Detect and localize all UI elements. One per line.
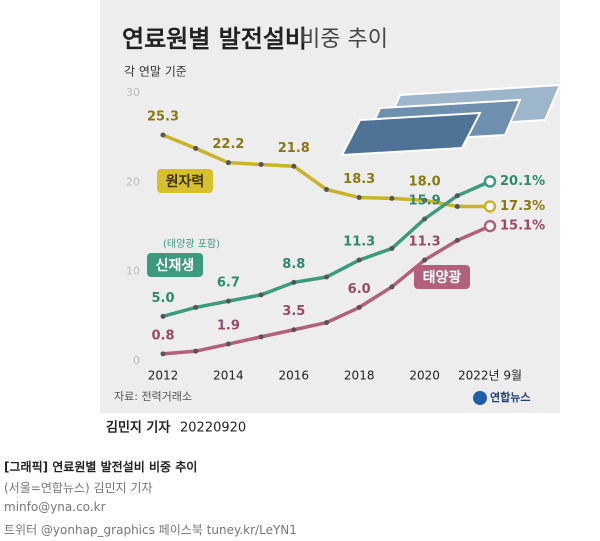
caption-email: minfo@yna.co.kr bbox=[4, 500, 106, 514]
data-point bbox=[356, 195, 362, 201]
data-label: 8.8 bbox=[282, 257, 305, 272]
data-point bbox=[225, 160, 231, 166]
data-point bbox=[258, 334, 264, 340]
data-label: 20.1% bbox=[500, 174, 545, 189]
data-point bbox=[225, 298, 231, 304]
data-point bbox=[291, 279, 297, 285]
data-label: 25.3 bbox=[147, 109, 179, 124]
legend-label: 신재생 bbox=[156, 258, 195, 274]
caption-credit: (서울=연합뉴스) 김민지 기자 bbox=[4, 481, 153, 495]
data-point bbox=[483, 175, 497, 188]
annotation: (태양광 포함) bbox=[163, 238, 220, 250]
source: 자료: 전력거래소 bbox=[114, 390, 192, 403]
data-label: 21.8 bbox=[278, 141, 310, 156]
data-point bbox=[454, 193, 460, 199]
series-label-box bbox=[414, 265, 470, 289]
data-point bbox=[454, 203, 460, 209]
chart: 연료원별 발전설비 비중 추이 각 연말 기준 (태양광 포함) 자료: 전력거… bbox=[100, 0, 562, 436]
date: 20220920 bbox=[180, 421, 246, 436]
data-label: 6.7 bbox=[217, 276, 240, 291]
data-label: 3.5 bbox=[282, 304, 305, 319]
logo: 연합뉴스 bbox=[490, 390, 530, 404]
data-point bbox=[356, 304, 362, 310]
data-point bbox=[258, 161, 264, 167]
data-point bbox=[193, 304, 199, 310]
data-point bbox=[389, 284, 395, 290]
data-point bbox=[454, 237, 460, 243]
data-point bbox=[356, 257, 362, 263]
logo-mark bbox=[473, 391, 487, 405]
data-point bbox=[291, 327, 297, 333]
y-tick-label: 10 bbox=[126, 265, 140, 278]
data-point bbox=[258, 292, 264, 298]
data-point bbox=[324, 320, 329, 326]
data-label: 6.0 bbox=[348, 282, 371, 297]
data-label: 11.3 bbox=[343, 235, 375, 250]
byline: 김민지 기자 bbox=[106, 420, 170, 436]
data-point bbox=[483, 200, 497, 213]
series-label-box bbox=[147, 253, 203, 277]
data-point bbox=[324, 274, 329, 280]
data-point bbox=[193, 348, 199, 354]
y-tick-label: 0 bbox=[133, 354, 140, 367]
x-tick-label: 2022년 9월 bbox=[458, 369, 522, 383]
data-label: 0.8 bbox=[151, 328, 174, 343]
data-point bbox=[193, 145, 199, 151]
legend-label: 원자력 bbox=[166, 174, 205, 190]
data-label: 17.3% bbox=[500, 199, 545, 214]
y-tick-label: 30 bbox=[126, 86, 140, 99]
data-label: 22.2 bbox=[212, 137, 244, 152]
chart-title-rest: 비중 추이 bbox=[300, 27, 388, 52]
data-point bbox=[160, 132, 166, 138]
data-label: 11.3 bbox=[409, 235, 441, 250]
chart-title: 연료원별 발전설비 bbox=[122, 25, 307, 53]
data-label: 1.9 bbox=[217, 319, 240, 334]
data-point bbox=[422, 257, 428, 263]
legend-label: 태양광 bbox=[423, 269, 462, 286]
data-label: 18.0 bbox=[409, 175, 441, 190]
data-point bbox=[291, 163, 297, 169]
x-tick-label: 2018 bbox=[344, 369, 375, 383]
caption-headline: [그래픽] 연료원별 발전설비 비중 추이 bbox=[4, 460, 198, 474]
data-label: 5.0 bbox=[151, 291, 174, 306]
data-label: 15.9 bbox=[409, 193, 441, 208]
data-point bbox=[483, 219, 497, 233]
data-point bbox=[160, 313, 166, 319]
data-point bbox=[389, 195, 395, 201]
x-tick-label: 2020 bbox=[409, 369, 440, 383]
data-point bbox=[422, 216, 428, 222]
x-tick-label: 2016 bbox=[279, 369, 310, 383]
y-tick-label: 20 bbox=[126, 175, 140, 188]
x-tick-label: 2012 bbox=[148, 369, 179, 383]
data-point bbox=[389, 245, 395, 251]
data-label: 18.3 bbox=[343, 172, 375, 187]
data-point bbox=[324, 186, 329, 192]
x-tick-label: 2014 bbox=[213, 369, 244, 383]
caption-social: 트위터 @yonhap_graphics 페이스북 tuney.kr/LeYN1 bbox=[4, 523, 297, 537]
data-point bbox=[422, 197, 428, 203]
chart-subtitle: 각 연말 기준 bbox=[124, 65, 187, 79]
data-label: 15.1% bbox=[500, 219, 545, 234]
data-point bbox=[160, 351, 166, 357]
solar-panels bbox=[340, 83, 562, 157]
data-point bbox=[225, 341, 231, 347]
series-label-box bbox=[157, 169, 213, 193]
